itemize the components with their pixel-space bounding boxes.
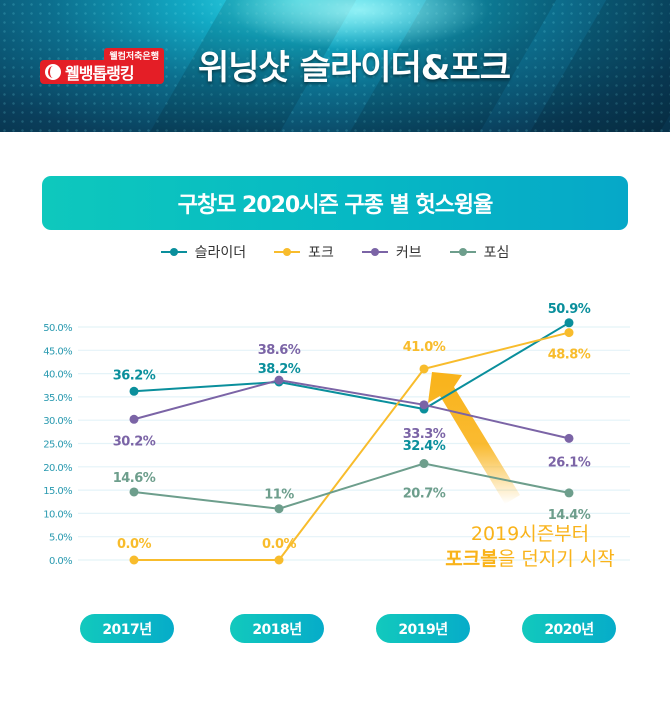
annotation-arrow [428, 372, 520, 504]
data-point-fork [129, 555, 139, 565]
logo-main-text: 웰뱅톱랭킹 [65, 64, 135, 83]
line-chart: 0.0% 5.0% 10.0% 15.0% 20.0% 25.0% 30.0% 35.0% 40… [43, 302, 630, 567]
data-label: 11% [264, 488, 294, 503]
legend-item-fastball: 포심 [449, 242, 510, 262]
logo-main: 웰뱅톱랭킹 [40, 60, 164, 84]
data-point-curve [129, 414, 139, 424]
legend-label: 포크 [308, 245, 334, 261]
x-axis-year-pills: 2017년 2018년 2019년 2020년 [0, 614, 670, 644]
data-labels: 36.2% 38.2% 32.4% 50.9% 0.0% 0.0% 41.0% 48.8% 30… [113, 302, 592, 552]
chart-legend: 슬라이더 포크 커브 포심 [0, 242, 670, 262]
annotation-bold: 포크볼 [445, 548, 498, 570]
data-point-curve [564, 433, 574, 443]
annotation-line1: 2019시즌부터 [470, 523, 590, 545]
grid [78, 326, 630, 561]
data-label: 32.4% [403, 439, 446, 454]
data-label: 0.0% [117, 537, 152, 552]
data-label: 20.7% [403, 487, 446, 502]
legend-item-fork: 포크 [274, 242, 334, 262]
data-point-fastball [419, 459, 429, 469]
y-tick-label: 15.0% [43, 486, 72, 497]
y-tick-label: 5.0% [49, 533, 72, 544]
data-point-slider [129, 386, 139, 396]
y-tick-label: 40.0% [43, 370, 72, 381]
series-line-curve [133, 379, 570, 440]
year-pill-2020: 2020년 [522, 614, 616, 643]
legend-item-curve: 커브 [361, 242, 422, 262]
data-label: 0.0% [262, 537, 297, 552]
legend-marker-icon [449, 248, 476, 256]
chart-title: 구창모 2020시즌 구종 별 헛스윙율 [177, 193, 494, 218]
data-point-curve [274, 375, 284, 385]
year-pill-2019: 2019년 [376, 614, 470, 643]
data-label: 38.6% [258, 343, 301, 358]
legend-label: 포심 [483, 245, 510, 261]
y-tick-label: 45.0% [43, 346, 72, 357]
data-point-fastball [274, 504, 284, 514]
y-tick-label: 20.0% [43, 463, 72, 474]
y-tick-label: 30.0% [43, 416, 72, 427]
data-label: 36.2% [113, 368, 156, 383]
y-axis-ticks: 0.0% 5.0% 10.0% 15.0% 20.0% 25.0% 30.0% 35.0% 40… [43, 323, 72, 567]
y-tick-label: 0.0% [49, 556, 72, 567]
year-pill-2017: 2017년 [80, 614, 174, 643]
annotation-rest: 을 던지기 시작 [497, 548, 615, 570]
annotation: 2019시즌부터 포크볼을 던지기 시작 [420, 522, 640, 572]
y-tick-label: 35.0% [43, 393, 72, 404]
year-pill-2018: 2018년 [230, 614, 324, 643]
legend-marker-icon [274, 248, 301, 256]
series-line-fork [134, 331, 570, 561]
chart-title-bar: 구창모 2020시즌 구종 별 헛스윙율 [42, 176, 628, 230]
series-points [129, 318, 574, 565]
logo-sub-text: 웰컴저축은행 [104, 48, 164, 63]
series-line-fastball [133, 462, 570, 510]
data-label: 50.9% [548, 302, 591, 317]
baseball-icon [45, 64, 61, 80]
headline: 위닝샷 슬라이더&포크 [198, 48, 511, 88]
data-point-curve [419, 400, 429, 410]
data-label: 14.6% [113, 471, 156, 486]
data-label: 26.1% [548, 455, 591, 470]
legend-label: 슬라이더 [194, 245, 247, 261]
y-tick-label: 10.0% [43, 509, 72, 520]
data-point-fastball [564, 488, 574, 498]
data-point-fastball [129, 487, 139, 497]
logo: 웰컴저축은행 웰뱅톱랭킹 [40, 48, 164, 85]
data-point-slider [564, 318, 574, 328]
series-lines [133, 321, 570, 561]
header-banner: 웰컴저축은행 웰뱅톱랭킹 위닝샷 슬라이더&포크 [0, 0, 670, 132]
legend-label: 커브 [395, 245, 422, 261]
legend-marker-icon [160, 248, 187, 256]
annotation-line2: 포크볼을 던지기 시작 [420, 547, 640, 572]
legend-marker-icon [361, 248, 388, 256]
y-tick-label: 50.0% [43, 323, 72, 334]
data-point-fork [274, 555, 284, 565]
arrow-icon [428, 372, 520, 504]
data-label: 30.2% [113, 434, 156, 449]
data-label: 48.8% [548, 348, 591, 363]
data-label: 41.0% [403, 340, 446, 355]
data-label: 14.4% [548, 508, 591, 523]
data-point-fork [564, 328, 574, 338]
legend-item-slider: 슬라이더 [160, 242, 247, 262]
data-label: 33.3% [403, 427, 446, 442]
series-line-slider [133, 321, 570, 411]
data-point-fork [419, 364, 429, 374]
data-label: 38.2% [258, 362, 301, 377]
y-tick-label: 25.0% [43, 440, 72, 451]
